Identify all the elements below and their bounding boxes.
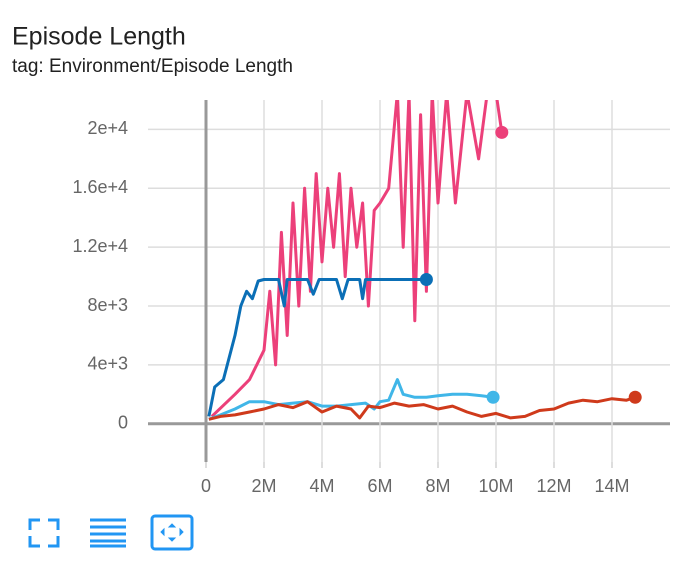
x-tick-label: 2M	[251, 476, 276, 496]
x-tick-label: 14M	[594, 476, 629, 496]
series-line	[208, 378, 494, 421]
chart-title: Episode Length	[12, 23, 186, 51]
chart-subtitle: tag: Environment/Episode Length	[12, 56, 293, 77]
y-tick-label: 1.2e+4	[72, 236, 128, 256]
y-tick-label: 4e+3	[87, 354, 128, 374]
series-line	[207, 278, 427, 417]
series-end-dot	[628, 390, 642, 404]
y-tick-label: 8e+3	[87, 295, 128, 315]
fit-domain-icon	[160, 523, 184, 542]
x-tick-label: 10M	[478, 476, 513, 496]
x-tick-label: 0	[201, 476, 211, 496]
x-tick-label: 8M	[425, 476, 450, 496]
toggle-log-button[interactable]	[90, 518, 126, 548]
fullscreen-button[interactable]	[28, 518, 60, 548]
x-tick-label: 6M	[367, 476, 392, 496]
toolbar	[28, 514, 194, 551]
plot-area	[207, 100, 642, 421]
series-line	[210, 100, 504, 418]
series-line	[208, 395, 636, 421]
y-tick-label: 1.6e+4	[72, 177, 128, 197]
series-end-dot	[486, 390, 500, 404]
x-tick-label: 12M	[536, 476, 571, 496]
x-tick-label: 4M	[309, 476, 334, 496]
fit-domain-button[interactable]	[150, 514, 194, 551]
series-end-dot	[419, 273, 433, 287]
grid: 0 4e+3 8e+3 1.2e+4 1.6e+4 2e+4 0 2M 4M 6M 8M 10M 12M…	[72, 100, 670, 496]
y-tick-label: 0	[118, 412, 128, 432]
y-tick-label: 2e+4	[87, 118, 128, 138]
series-end-dot	[495, 125, 509, 139]
